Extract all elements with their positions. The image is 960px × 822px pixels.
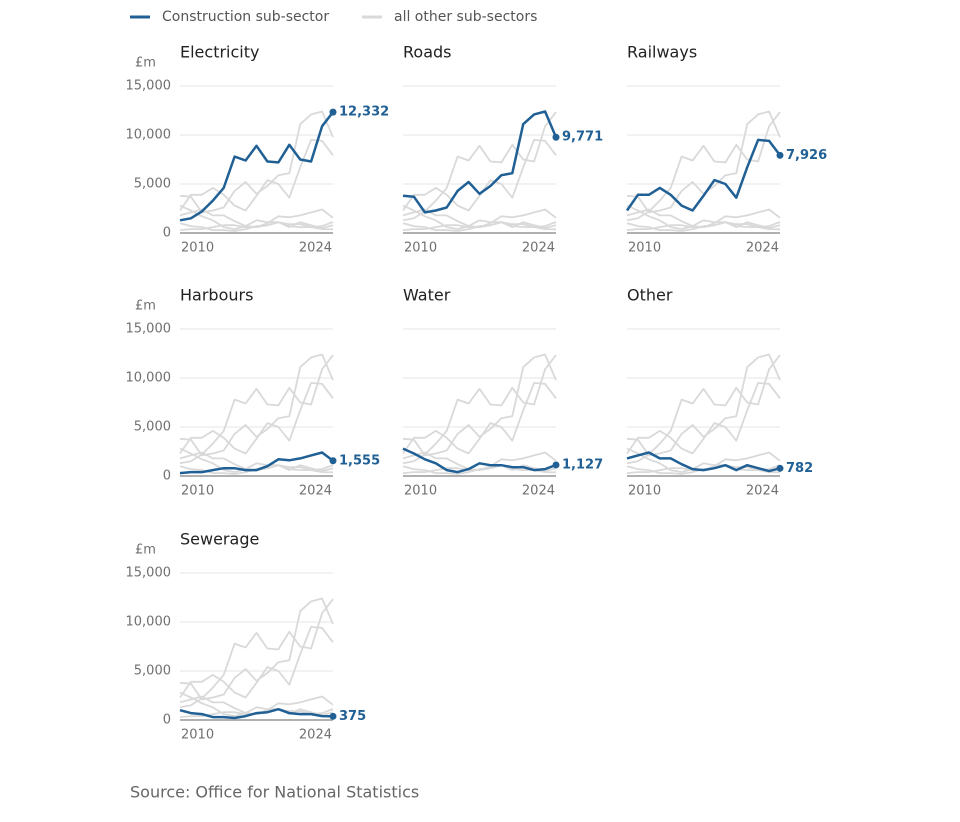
x-tick-label: 2024 [299,728,332,743]
y-tick-label: 10,000 [126,371,172,386]
source: Source: Office for National Statistics [130,783,419,802]
x-tick-label: 2010 [181,728,214,743]
y-axis-label: £m [135,56,156,71]
highlight-line [625,138,781,212]
y-tick-label: 0 [163,469,171,484]
other-line [402,451,557,472]
other-line [179,221,334,232]
y-tick-label: 15,000 [126,322,172,337]
end-dot [776,151,784,159]
other-line [626,447,781,473]
end-dot [552,133,560,141]
panel-title: Other [627,286,673,305]
end-dot [329,108,337,116]
other-line [402,354,557,465]
other-line [402,111,557,222]
y-axis-label: £m [135,299,156,314]
panel-title: Railways [627,43,697,62]
other-line [626,382,781,455]
x-tick-label: 2010 [181,241,214,256]
other-line [179,382,334,455]
x-tick-label: 2024 [299,484,332,499]
value-label: 1,127 [562,457,603,472]
value-label: 782 [786,461,813,476]
x-tick-label: 2024 [299,241,332,256]
other-line [626,204,781,230]
x-tick-label: 2010 [404,484,437,499]
end-dot [329,457,337,465]
y-tick-label: 0 [163,226,171,241]
other-line [402,139,557,212]
other-line [179,598,334,709]
other-line [626,354,781,465]
legend-label: Construction sub-sector [162,9,329,25]
x-tick-label: 2010 [404,241,437,256]
legend-label: all other sub-sectors [394,9,537,25]
y-tick-label: 0 [163,713,171,728]
y-tick-label: 15,000 [126,566,172,581]
end-dot [329,712,337,720]
value-label: 9,771 [562,130,603,145]
other-line [402,382,557,455]
y-tick-label: 5,000 [134,177,171,192]
highlight-line [626,451,781,473]
highlight-line [402,447,557,474]
x-tick-label: 2024 [746,484,779,499]
x-tick-label: 2010 [628,484,661,499]
panel-title: Harbours [180,286,253,305]
other-line [179,204,334,230]
panel-title: Roads [403,43,451,62]
x-tick-label: 2024 [522,241,555,256]
other-line [402,204,557,230]
end-dot [552,461,560,469]
end-dot [776,464,784,472]
y-tick-label: 5,000 [134,420,171,435]
other-line [402,221,557,232]
x-tick-label: 2024 [746,241,779,256]
y-tick-label: 15,000 [126,79,172,94]
value-label: 7,926 [786,148,827,163]
x-tick-label: 2024 [522,484,555,499]
value-label: 1,555 [339,453,380,468]
value-label: 12,332 [339,105,389,120]
other-line [179,626,334,699]
other-line [626,111,781,222]
other-line [626,221,781,232]
y-tick-label: 5,000 [134,664,171,679]
highlight-line [179,451,334,475]
y-axis-label: £m [135,543,156,558]
other-line [179,447,334,473]
y-tick-label: 10,000 [126,128,172,143]
panel-title: Electricity [180,43,259,62]
highlight-line [179,707,334,720]
panel-title: Water [403,286,451,305]
x-tick-label: 2010 [628,241,661,256]
highlight-line [402,110,558,214]
other-line [179,139,334,212]
y-tick-label: 10,000 [126,615,172,630]
value-label: 375 [339,709,366,724]
highlight-line [179,111,334,222]
panel-title: Sewerage [180,530,259,549]
other-line [179,354,334,465]
other-line [179,208,334,229]
x-tick-label: 2010 [181,484,214,499]
other-line [626,208,781,229]
